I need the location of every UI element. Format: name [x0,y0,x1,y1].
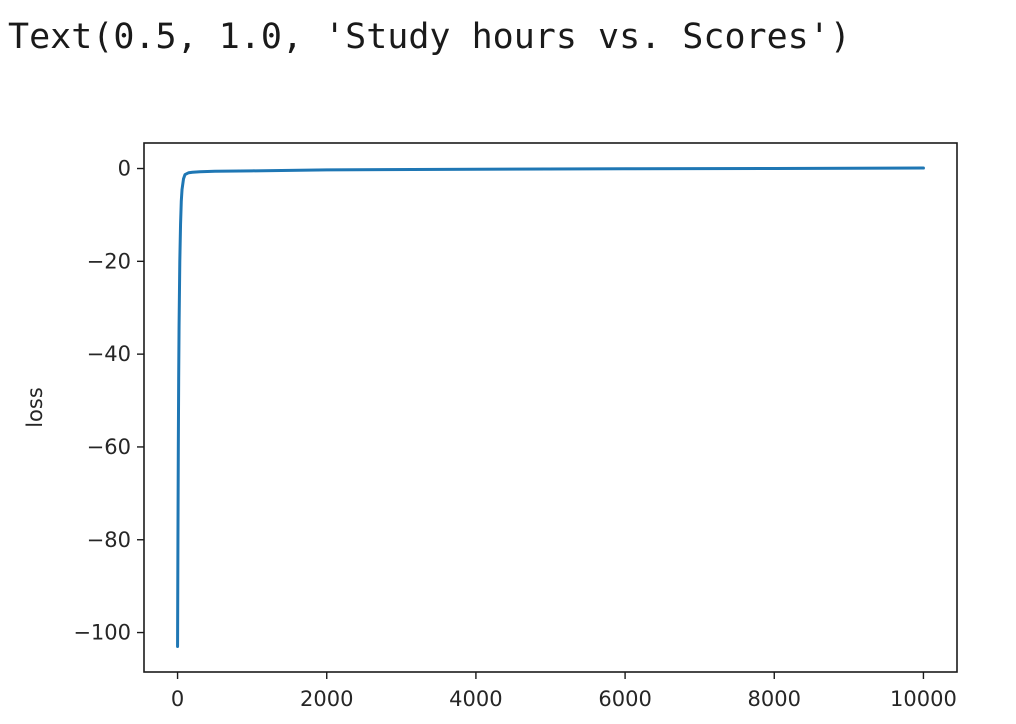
y-tick-label: −20 [87,249,131,273]
plot-area: 0 2000 4000 6000 8000 10000 0 −20 −40 −60 −80 −100 l… [23,142,958,711]
x-tick-label: 4000 [449,687,502,711]
axes-frame [143,142,958,673]
x-tick-label: 8000 [748,687,801,711]
x-tick-label: 2000 [300,687,353,711]
y-tick-label: −100 [73,621,131,645]
y-tick-label: −80 [87,528,131,552]
x-tick-label: 6000 [598,687,651,711]
x-tick-label: 10000 [890,687,957,711]
loss-series-line [176,166,925,648]
cell-output-text: Text(0.5, 1.0, 'Study hours vs. Scores') [8,17,851,57]
y-tick-label: −60 [87,435,131,459]
y-tick-label: −40 [87,342,131,366]
y-axis-label: loss [23,387,47,428]
x-tick-label: 0 [171,687,184,711]
y-tick-label: 0 [118,157,131,181]
